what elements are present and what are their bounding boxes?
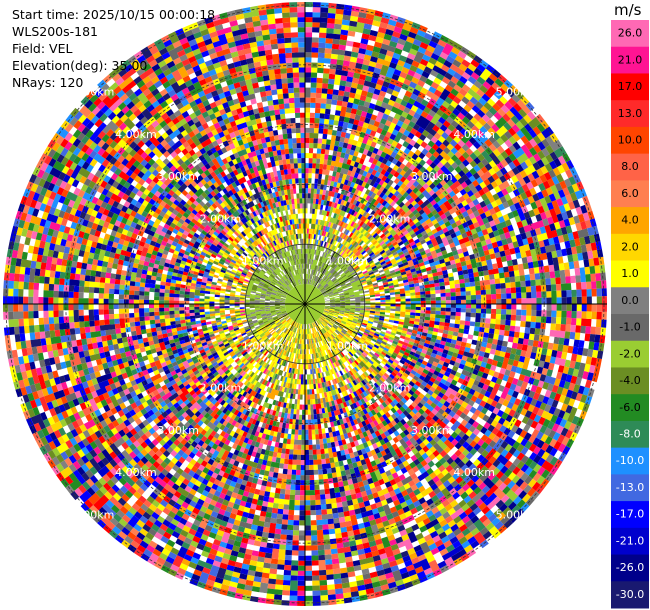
colorbar-swatch-2 [611,73,649,101]
colorbar-swatch-8 [611,233,649,262]
ring-label-1-2: 1.00km [326,339,368,352]
spoke-2 [304,273,358,305]
field-label: Field: VEL [12,41,73,56]
ring-label-5-0: 5.00km [73,86,115,99]
colorbar-swatch-13 [611,367,649,395]
ring-label-5-1: 5.00km [496,86,538,99]
colorbar-tick-21: -30.0 [616,588,644,601]
colorbar-swatch-16 [611,447,649,475]
spoke-8 [252,303,306,335]
colorbar: 26.0 21.0 17.0 13.0 10.0 8.0 6.0 4.0 2.0 1.0 0.0 -1… [611,20,649,609]
colorbar-unit: m/s [614,1,642,19]
range-ring-labels: 1.00km 1.00km 1.00km 1.00km 2.00km 2.00km 2.00… [73,86,537,522]
colorbar-tick-11: -1.0 [619,321,640,334]
colorbar-swatch-1 [611,46,649,74]
colorbar-swatch-9 [611,260,649,288]
colorbar-tick-4: 10.0 [618,133,643,146]
ring-label-4-0: 4.00km [115,128,157,141]
colorbar-swatch-12 [611,340,649,368]
ring-label-3-2: 3.00km [411,424,453,437]
gate-group-5 [3,8,607,584]
colorbar-swatch-3 [611,100,649,128]
instrument-label: WLS200s-181 [12,24,98,39]
ring-label-3-0: 3.00km [157,170,199,183]
elevation-label: Elevation(deg): 35.00 [12,58,148,73]
ring-label-3-1: 3.00km [411,170,453,183]
ring-label-4-3: 4.00km [115,466,157,479]
colorbar-swatch-19 [611,527,649,556]
colorbar-tick-12: -2.0 [619,347,640,360]
colorbar-tick-5: 8.0 [621,160,639,173]
colorbar-tick-18: -17.0 [616,508,644,521]
ring-label-2-3: 2.00km [200,382,242,395]
colorbar-tick-2: 17.0 [618,80,643,93]
spoke-5 [304,303,336,357]
colorbar-tick-7: 4.0 [621,214,639,227]
ring-label-3-3: 3.00km [157,424,199,437]
gate-group-3 [8,13,607,605]
colorbar-swatch-7 [611,207,649,235]
colorbar-tick-6: 6.0 [621,187,639,200]
colorbar-tick-9: 1.0 [621,267,639,280]
colorbar-tick-14: -6.0 [619,401,640,414]
ring-label-1-0: 1.00km [242,255,284,268]
ring-label-1-3: 1.00km [242,339,284,352]
start-time-label: Start time: 2025/10/15 00:00:18 [12,7,216,22]
colorbar-tick-3: 13.0 [618,107,643,120]
colorbar-tick-20: -26.0 [616,561,644,574]
colorbar-tick-15: -8.0 [619,427,640,440]
colorbar-tick-1: 21.0 [618,53,643,66]
spoke-10 [252,273,306,305]
gate-group-7 [3,4,602,602]
colorbar-swatch-15 [611,420,649,449]
gate-group-18 [6,2,581,598]
colorbar-tick-16: -10.0 [616,454,644,467]
spoke-1 [304,251,336,305]
gate-group-9 [4,2,607,595]
colorbar-swatch-20 [611,554,649,582]
colorbar-tick-10: 0.0 [621,294,639,307]
colorbar-swatch-18 [611,501,649,529]
colorbar-swatch-0 [611,20,649,48]
colorbar-swatch-10 [611,287,649,315]
spoke-7 [274,303,306,357]
ring-label-5-3: 5.00km [73,508,115,521]
ring-label-5-2: 5.00km [496,508,538,521]
colorbar-swatch-21 [611,581,649,609]
ring-label-2-0: 2.00km [200,212,242,225]
colorbar-swatch-4 [611,126,649,155]
colorbar-tick-19: -21.0 [616,534,644,547]
colorbar-tick-17: -13.0 [616,481,644,494]
azimuth-spokes [3,2,607,606]
nrays-label: NRays: 120 [12,75,84,90]
colorbar-tick-13: -4.0 [619,374,640,387]
colorbar-tick-8: 2.0 [621,240,639,253]
colorbar-swatch-5 [611,153,649,181]
ring-label-1-1: 1.00km [326,255,368,268]
spoke-11 [274,251,306,305]
ring-label-2-1: 2.00km [369,212,411,225]
ppi-plot: 1.00km 1.00km 1.00km 1.00km 2.00km 2.00km 2.00… [3,2,607,606]
colorbar-tick-0: 26.0 [618,27,643,40]
colorbar-swatch-6 [611,180,649,208]
colorbar-swatch-17 [611,474,649,502]
ring-label-4-1: 4.00km [453,128,495,141]
ring-label-2-2: 2.00km [369,382,411,395]
colorbar-swatch-14 [611,394,649,422]
plot-info: Start time: 2025/10/15 00:00:18 WLS200s-… [12,6,215,91]
gate-group-20 [3,2,607,605]
spoke-4 [304,303,358,335]
colorbar-swatch-11 [611,314,649,342]
gate-group-13 [11,7,602,606]
ring-label-4-2: 4.00km [453,466,495,479]
